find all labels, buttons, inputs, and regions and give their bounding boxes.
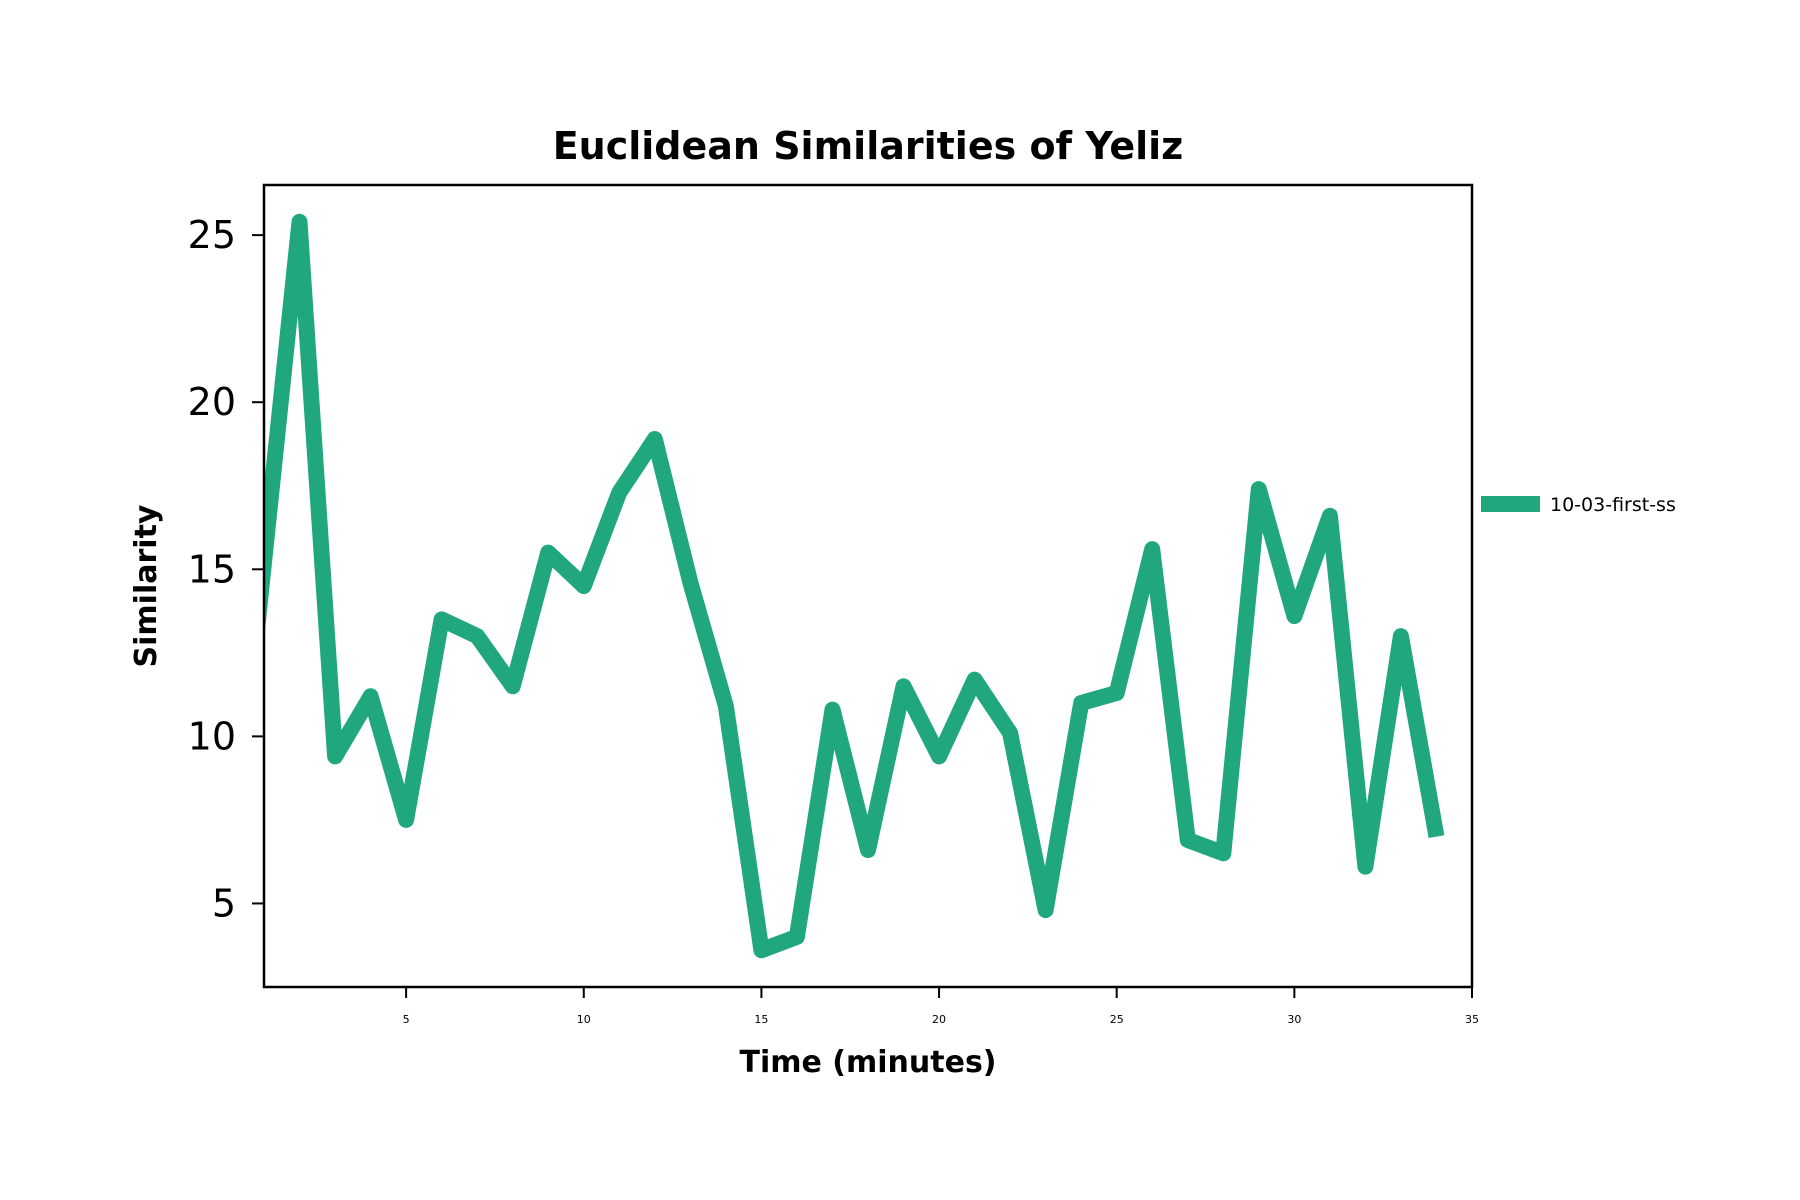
x-axis-label: Time (minutes)	[739, 1045, 996, 1080]
y-tick-label: 15	[188, 547, 236, 591]
x-tick-label: 5	[403, 1013, 410, 1026]
x-tick-label: 30	[1287, 1013, 1301, 1026]
x-tick-label: 20	[932, 1013, 946, 1026]
plot-frame	[262, 183, 1474, 989]
y-tick-label: 25	[188, 213, 236, 257]
x-tick-label: 35	[1465, 1013, 1479, 1026]
series-line	[264, 213, 1445, 959]
chart-title: Euclidean Similarities of Yeliz	[553, 124, 1184, 168]
y-axis-label: Similarity	[129, 504, 164, 667]
legend: 10-03-first-ss	[1481, 494, 1676, 516]
y-tick-label: 20	[188, 380, 236, 424]
y-tick-label: 5	[212, 881, 236, 925]
x-tick-label: 25	[1110, 1013, 1124, 1026]
x-tick-label: 10	[577, 1013, 591, 1026]
y-tick-label: 10	[188, 714, 236, 758]
legend-label: 10-03-first-ss	[1550, 494, 1676, 516]
x-tick-label: 15	[754, 1013, 768, 1026]
